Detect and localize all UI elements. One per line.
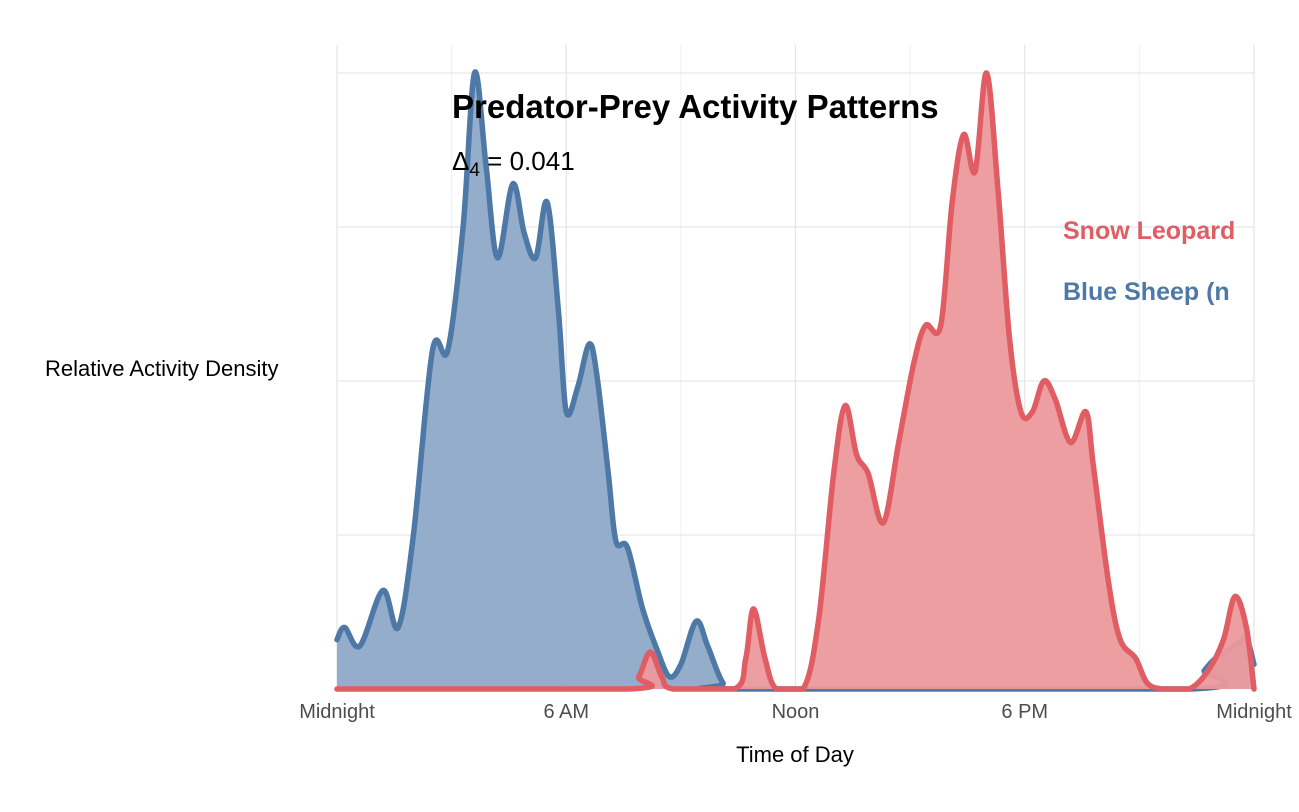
subtitle-symbol: Δ	[452, 146, 469, 176]
blue-sheep-n-area	[337, 72, 1254, 690]
snow-leopard-area	[337, 72, 1254, 689]
chart-title: Predator-Prey Activity Patterns	[452, 88, 939, 125]
legend-entry: Snow Leopard	[1063, 217, 1235, 245]
chart-subtitle: Δ4 = 0.041	[452, 146, 575, 181]
x-axis-title: Time of Day	[736, 742, 854, 767]
legend: Snow Leopard Blue Sheep (n	[1063, 217, 1235, 306]
density-areas	[334, 69, 1257, 692]
x-tick-label: Noon	[772, 701, 820, 723]
x-axis-ticks: Midnight 6 AM Noon 6 PM Midnight	[299, 701, 1292, 723]
x-tick-label: Midnight	[299, 701, 375, 723]
x-tick-label: 6 PM	[1001, 701, 1048, 723]
legend-entry: Blue Sheep (n	[1063, 278, 1230, 306]
y-axis-title: Relative Activity Density	[45, 356, 279, 381]
x-tick-label: 6 AM	[543, 701, 589, 723]
x-tick-label: Midnight	[1216, 701, 1292, 723]
subtitle-subscript: 4	[469, 160, 480, 181]
snow-leopard-line	[334, 70, 1257, 692]
subtitle-value: = 0.041	[480, 146, 575, 176]
